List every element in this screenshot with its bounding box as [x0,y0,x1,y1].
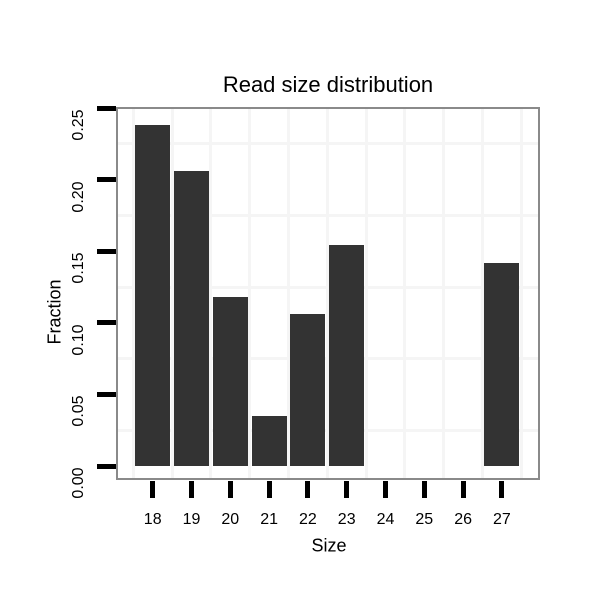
minor-gridline-vertical [248,109,252,478]
y-tick-0.25 [97,105,116,111]
minor-gridline-vertical [519,109,523,478]
y-tick-label-0.20: 0.20 [70,181,87,213]
x-tick-22 [305,481,311,498]
minor-gridline-vertical [131,109,135,478]
bar-23 [329,245,365,466]
minor-gridline-vertical [325,109,329,478]
x-tick-25 [421,481,427,498]
x-tick-label-23: 23 [337,511,356,528]
bar-20 [212,297,248,466]
y-tick-0.15 [97,248,116,254]
y-tick-0.00 [97,463,116,469]
x-tick-label-22: 22 [298,511,317,528]
x-tick-label-24: 24 [376,511,395,528]
minor-gridline-vertical [403,109,407,478]
x-tick-24 [383,481,388,498]
y-tick-label-0.25: 0.25 [70,109,87,141]
minor-gridline-vertical [287,109,290,478]
bar-18 [135,125,171,466]
y-axis-title: Fraction [44,279,65,345]
y-tick-0.10 [97,320,116,326]
minor-gridline-vertical [364,109,368,478]
x-tick-19 [189,481,194,498]
x-tick-label-26: 26 [454,511,472,528]
x-tick-20 [227,481,233,498]
bar-21 [251,415,287,466]
y-tick-label-0.10: 0.10 [70,324,87,356]
bar-22 [290,314,326,466]
x-tick-label-27: 27 [492,511,511,528]
chart-title: Read size distribution [222,72,434,97]
x-tick-18 [150,481,156,498]
x-tick-26 [460,481,466,498]
bar-27 [484,262,520,466]
x-tick-23 [344,481,350,498]
x-tick-21 [266,481,272,498]
minor-gridline-vertical [209,109,213,478]
x-tick-label-20: 20 [221,511,240,528]
bar-19 [174,171,209,466]
minor-gridline-vertical [170,109,174,478]
y-tick-label-0.15: 0.15 [70,252,87,284]
plot-area [118,109,538,478]
x-tick-label-25: 25 [415,511,434,528]
x-tick-label-21: 21 [260,511,278,528]
y-tick-0.05 [97,391,116,397]
y-tick-label-0.00: 0.00 [70,467,87,499]
minor-gridline-vertical [481,109,484,478]
x-axis-title: Size [311,535,347,556]
minor-gridline-vertical [442,109,446,478]
x-tick-label-19: 19 [182,511,201,528]
x-tick-27 [499,481,505,498]
y-tick-0.20 [97,177,116,183]
x-tick-label-18: 18 [143,511,162,528]
y-tick-label-0.05: 0.05 [70,395,87,427]
